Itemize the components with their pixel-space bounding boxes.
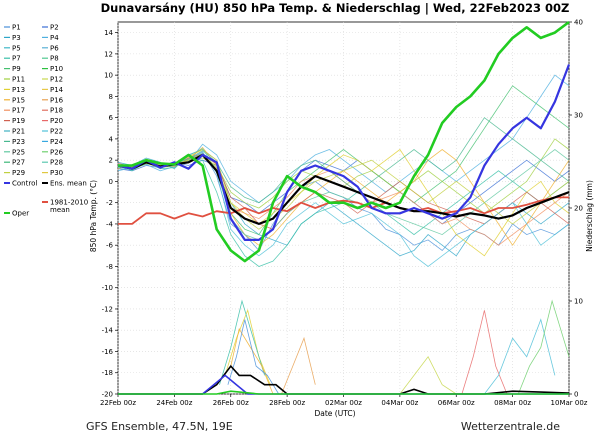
y-tick-label: -10: [102, 284, 113, 292]
legend-label: P16: [50, 96, 64, 104]
legend-label: P9: [12, 65, 21, 73]
precip-oper-line: [118, 390, 569, 395]
y-tick-label: -16: [102, 348, 114, 356]
precip-member-line: [484, 318, 556, 395]
y2-tick-label: 10: [574, 298, 583, 306]
legend-label: P30: [50, 169, 63, 177]
legend-label: P4: [50, 34, 59, 42]
legend-label-ens-mean: Ens. mean: [50, 180, 87, 188]
legend-label-climate-cont: mean: [50, 206, 70, 214]
y-axis-label: 850 hPa Temp. (°C): [89, 180, 98, 252]
chart-title: Dunavarsány (HU) 850 hPa Temp. & Nieders…: [101, 1, 570, 15]
legend-label: P1: [12, 24, 21, 32]
legend-label: P23: [12, 138, 25, 146]
y-tick-label: 2: [109, 157, 113, 165]
y-tick-label: -14: [102, 327, 114, 335]
legend-label: P11: [12, 76, 25, 84]
precip-member-line: [399, 356, 457, 395]
y-tick-label: -8: [106, 263, 113, 271]
y-tick-label: -2: [106, 199, 113, 207]
climate-temp-line: [118, 196, 569, 225]
legend-label: P15: [12, 96, 25, 104]
x-axis-label: Date (UTC): [314, 409, 355, 418]
precip-member-line: [227, 319, 280, 395]
y2-tick-label: 40: [574, 19, 583, 27]
y-tick-label: -12: [102, 305, 113, 313]
legend-label: P29: [12, 169, 25, 177]
legend-label: P10: [50, 65, 63, 73]
legend-label: P19: [12, 117, 25, 125]
x-tick-label: 10Mar 00z: [551, 399, 588, 407]
y-tick-label: 0: [109, 178, 113, 186]
y-tick-label: -18: [102, 369, 113, 377]
precip-member-line: [281, 336, 316, 395]
y-tick-label: -4: [106, 220, 114, 228]
x-tick-label: 08Mar 00z: [494, 399, 531, 407]
footer-source: Wetterzentrale.de: [461, 420, 560, 433]
y2-tick-label: 30: [574, 112, 583, 120]
x-tick-label: 04Mar 00z: [381, 399, 418, 407]
precip-member-line: [461, 310, 508, 395]
legend-label: P25: [12, 148, 25, 156]
legend-label: P6: [50, 44, 59, 52]
legend-label: P17: [12, 107, 25, 115]
y-tick-label: 8: [109, 93, 113, 101]
legend-label-oper: Oper: [12, 210, 29, 218]
legend-label: P5: [12, 44, 21, 52]
ensemble-member-line: [117, 147, 570, 241]
y2-tick-label: 0: [574, 391, 578, 399]
precip-member-line: [219, 299, 265, 385]
x-tick-label: 02Mar 00z: [325, 399, 362, 407]
x-tick-label: 24Feb 00z: [156, 399, 192, 407]
legend-label-control: Control: [12, 180, 37, 188]
y-tick-label: 10: [104, 72, 113, 80]
legend-label: P7: [12, 55, 21, 63]
y-tick-label: 14: [104, 29, 113, 37]
legend-label: P2: [50, 24, 59, 32]
legend-label: P12: [50, 76, 63, 84]
y-tick-label: 6: [109, 114, 114, 122]
legend-label: P14: [50, 86, 64, 94]
legend-label: P21: [12, 128, 25, 136]
legend-label: P27: [12, 159, 25, 167]
legend: P1 P2 P3 P4 P5 P6 P7 P8 P9 P10 P11 P12 P13 P14 P15 P16 P…: [4, 24, 88, 218]
y-tick-label: -20: [102, 391, 113, 399]
y2-axis-label: Niederschlag (mm): [585, 180, 594, 252]
control-temp-line: [117, 64, 571, 241]
legend-label: P13: [12, 86, 25, 94]
x-tick-label: 28Feb 00z: [269, 399, 305, 407]
precip-member-line: [230, 327, 274, 395]
legend-label: P20: [50, 117, 63, 125]
precip-member-line: [224, 308, 271, 385]
legend-label: P22: [50, 128, 63, 136]
y-tick-label: -6: [106, 242, 114, 250]
legend-label: P26: [50, 148, 64, 156]
oper-temp-line: [118, 20, 570, 263]
x-tick-label: 06Mar 00z: [438, 399, 475, 407]
legend-label: P18: [50, 107, 63, 115]
y-tick-label: 12: [104, 50, 113, 58]
legend-label: P8: [50, 55, 59, 63]
legend-label: P28: [50, 159, 63, 167]
y2-tick-label: 20: [574, 205, 583, 213]
legend-label-climate: 1981-2010: [50, 199, 88, 207]
precip-member-line: [517, 299, 570, 395]
x-tick-label: 22Feb 00z: [100, 399, 136, 407]
legend-label: P24: [50, 138, 64, 146]
footer-model-info: GFS Ensemble, 47.5N, 19E: [86, 420, 233, 433]
y-tick-label: 4: [109, 135, 114, 143]
ensemble-member-line: [117, 117, 570, 204]
x-tick-label: 26Feb 00z: [213, 399, 249, 407]
legend-label: P3: [12, 34, 21, 42]
